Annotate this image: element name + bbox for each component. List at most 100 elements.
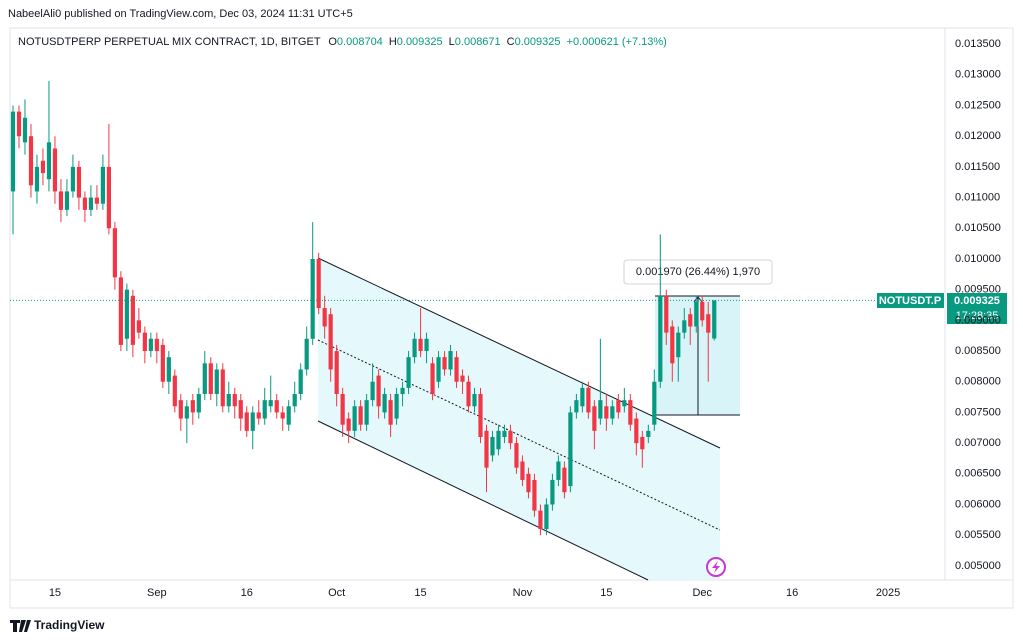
o-value: 0.008704	[337, 36, 383, 48]
candle-body	[268, 400, 273, 407]
candle-body	[112, 228, 117, 278]
candle-body	[604, 406, 609, 419]
y-tick-label: 0.007000	[955, 437, 1001, 449]
channel-lower	[317, 420, 649, 581]
candle-body	[580, 387, 585, 407]
symbol-badge-label: NOTUSDT.P	[879, 295, 941, 307]
change: +0.000621 (+7.13%)	[567, 36, 667, 48]
candle-body	[166, 357, 171, 382]
l-value: 0.008671	[455, 36, 501, 48]
candle-body	[256, 412, 261, 419]
candle-body	[46, 142, 52, 180]
frame	[9, 27, 1014, 609]
candle-body	[286, 406, 291, 425]
y-tick-label: 0.007500	[955, 406, 1001, 418]
y-tick-label: 0.010500	[955, 222, 1001, 234]
brand-name: TradingView	[34, 618, 105, 632]
x-tick-label: 15	[49, 587, 61, 599]
candle-body	[136, 320, 141, 333]
y-tick-label: 0.006500	[955, 468, 1001, 480]
candle-body	[574, 400, 579, 413]
candle-body	[52, 148, 58, 192]
candle-body	[346, 418, 351, 431]
candle-body	[58, 191, 64, 210]
countdown: 17:28:35	[956, 310, 999, 322]
candle-body	[442, 357, 447, 370]
candle-body	[418, 338, 423, 352]
candle-body	[220, 369, 225, 407]
candle-body	[376, 375, 381, 407]
candle-body	[100, 166, 105, 204]
candle-body	[88, 197, 94, 210]
candle-body	[82, 197, 88, 210]
measure-label: 0.001970 (26.44%) 1,970	[636, 266, 760, 278]
y-tick-label: 0.005500	[955, 529, 1001, 541]
candle-body	[406, 357, 411, 388]
candle-body	[490, 436, 495, 456]
candle-body	[34, 166, 40, 192]
candle-body	[64, 191, 70, 210]
lightning-bolt	[712, 561, 720, 573]
candle-body	[700, 301, 705, 321]
candle-body	[466, 381, 471, 407]
candle-body	[478, 394, 483, 437]
y-tick-label: 0.008000	[955, 376, 1001, 388]
h-value: 0.009325	[397, 36, 443, 48]
chart-header: NOTUSDTPERP PERPETUAL MIX CONTRACT, 1D, …	[18, 36, 667, 48]
candle-body	[400, 387, 405, 395]
candle-body	[658, 295, 663, 382]
candle-body	[622, 400, 627, 407]
candle-body	[304, 338, 309, 370]
candle-body	[352, 406, 357, 431]
candle-body	[640, 436, 645, 450]
candle-body	[244, 412, 249, 431]
candle-body	[124, 289, 129, 339]
candle-body	[172, 375, 177, 407]
candle-body	[142, 332, 147, 352]
candle-body	[694, 301, 699, 327]
candle-body	[412, 338, 417, 358]
y-tick-label: 0.005000	[955, 560, 1001, 572]
candle-body	[568, 412, 573, 487]
x-tick-label: 15	[414, 587, 426, 599]
candle-body	[628, 400, 633, 425]
candle-body	[16, 111, 22, 137]
candle-body	[448, 351, 453, 370]
candle-body	[388, 400, 393, 425]
candle-body	[520, 461, 525, 480]
candle-body	[214, 369, 219, 395]
candle-body	[22, 117, 28, 143]
candle-body	[106, 166, 111, 229]
candle-body	[682, 320, 687, 333]
candle-body	[364, 400, 369, 425]
y-tick-label: 0.011000	[955, 191, 1000, 203]
candle-body	[310, 258, 315, 339]
x-tick-label: 16	[241, 587, 253, 599]
measure-label-box	[623, 259, 773, 285]
candle-body	[586, 387, 591, 413]
candle-body	[208, 363, 213, 395]
y-tick-label: 0.010000	[955, 253, 1001, 265]
candle-body	[634, 418, 639, 444]
candle-body	[508, 430, 513, 444]
candle-body	[202, 363, 207, 395]
candle-body	[280, 412, 285, 419]
x-tick-label: Nov	[513, 587, 533, 599]
brand-logo	[10, 620, 31, 632]
candle-body	[454, 357, 459, 382]
candle-body	[40, 160, 46, 174]
candle-body	[394, 394, 399, 419]
candle-body	[592, 406, 597, 431]
candle-body	[178, 400, 183, 419]
c-label: C	[507, 36, 515, 48]
candle-body	[298, 369, 303, 395]
candle-body	[130, 295, 135, 345]
price-badge	[947, 293, 1007, 324]
candle-body	[118, 277, 123, 345]
candle-body	[664, 295, 669, 333]
candle-body	[616, 400, 621, 413]
candle-body	[538, 510, 543, 530]
y-tick-label: 0.012000	[955, 130, 1001, 142]
candle-body	[196, 394, 201, 413]
candle-body	[322, 308, 327, 327]
